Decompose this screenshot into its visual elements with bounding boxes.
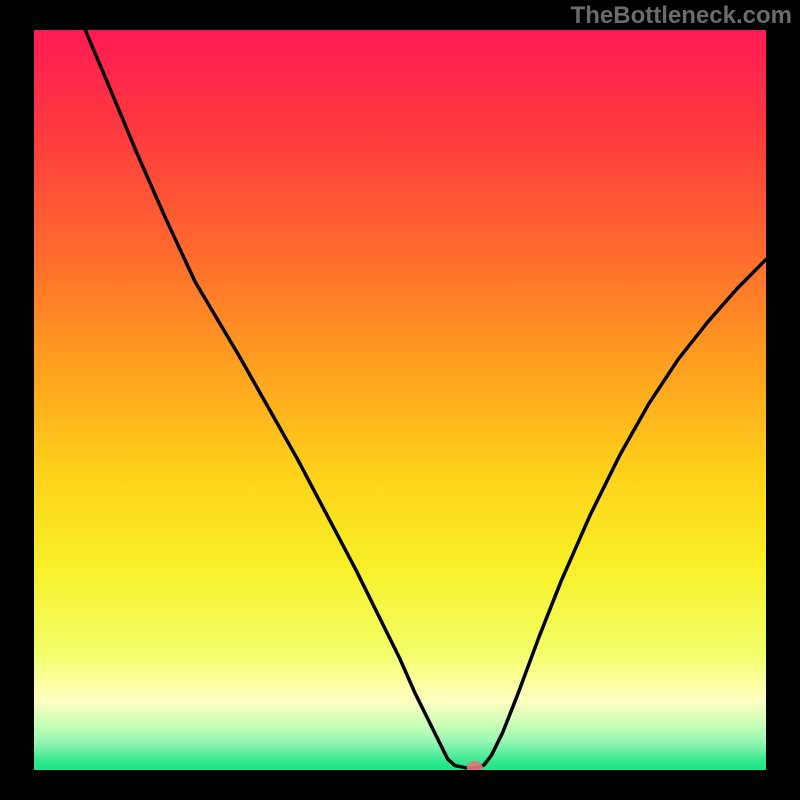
plot-area	[34, 30, 766, 770]
chart-frame: TheBottleneck.com	[0, 0, 800, 800]
watermark-text: TheBottleneck.com	[571, 2, 792, 30]
chart-svg	[34, 30, 766, 770]
